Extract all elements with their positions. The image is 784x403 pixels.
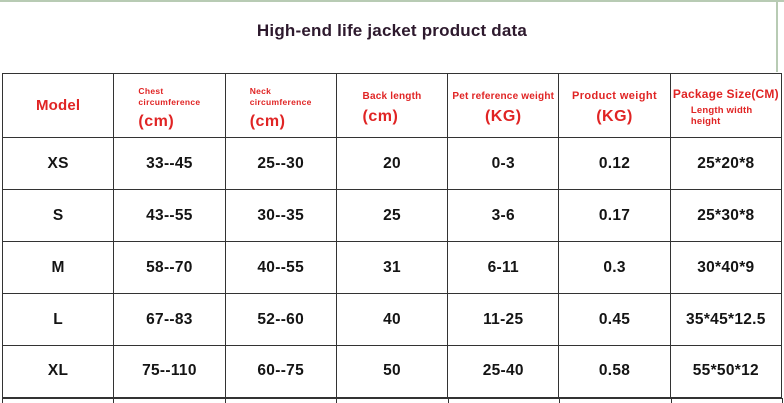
cell-model: M [1, 241, 115, 294]
cell-pet-reference-weight: 0-3 [447, 137, 560, 190]
cell-product-weight: 0.45 [558, 293, 671, 346]
cell-neck-circumference: 25--30 [224, 137, 337, 190]
cell-pet-reference-weight: 3-6 [447, 189, 560, 242]
cell-model: XL [1, 345, 115, 399]
cutoff-cell [337, 398, 449, 403]
column-header-unit: (cm) [362, 107, 399, 125]
column-header-product-weight: Product weight (KG) [558, 73, 671, 138]
cutoff-cell [226, 398, 338, 403]
header-text-block: Package Size(CM) Length width height [673, 87, 779, 130]
cell-neck-circumference: 60--75 [224, 345, 337, 399]
cutoff-cell [449, 398, 561, 403]
cell-package-size: 30*40*9 [669, 241, 783, 294]
table-cutoff-row [2, 398, 783, 403]
cutoff-cell [560, 398, 672, 403]
cell-back-length: 20 [335, 137, 449, 190]
cell-product-weight: 0.58 [558, 345, 671, 399]
column-header-label: Neck [249, 85, 272, 96]
table-body: XS 33--45 25--30 20 0-3 0.12 25*20*8 S 4… [1, 137, 783, 399]
cell-back-length: 25 [335, 189, 449, 242]
header-text-block: Pet reference weight (KG) [452, 91, 554, 126]
cell-pet-reference-weight: 6-11 [447, 241, 560, 294]
product-data-table: Model Chest circumference (cm) Neck circ… [1, 73, 783, 399]
column-header-sublabel: Length width height [690, 104, 753, 128]
column-header-unit: (KG) [484, 107, 522, 125]
column-header-back-length: Back length (cm) [335, 73, 449, 138]
cell-chest-circumference: 75--110 [113, 345, 226, 399]
column-header-label: Product weight [572, 90, 658, 102]
column-header-model: Model [1, 73, 115, 138]
column-header-label: Chest [138, 85, 164, 96]
cell-neck-circumference: 30--35 [224, 189, 337, 242]
column-header-neck-circumference: Neck circumference (cm) [224, 73, 337, 138]
cell-package-size: 55*50*12 [669, 345, 783, 399]
header-text-block: Neck circumference (cm) [250, 86, 312, 131]
column-header-chest-circumference: Chest circumference (cm) [113, 73, 226, 138]
column-header-unit: (KG) [596, 108, 633, 125]
column-header-pet-reference-weight: Pet reference weight (KG) [447, 73, 560, 138]
column-header-label: circumference [138, 96, 201, 107]
cell-package-size: 25*20*8 [669, 137, 783, 190]
column-header-package-size: Package Size(CM) Length width height [669, 73, 783, 138]
table-row: S 43--55 30--35 25 3-6 0.17 25*30*8 [1, 189, 783, 242]
header-text-block: Product weight (KG) [572, 90, 657, 126]
cell-back-length: 31 [335, 241, 449, 294]
cell-model: XS [1, 137, 115, 190]
top-edge-accent [0, 0, 784, 2]
header-text-block: Back length (cm) [363, 91, 422, 126]
cell-back-length: 40 [335, 293, 449, 346]
cell-product-weight: 0.3 [558, 241, 671, 294]
cell-product-weight: 0.12 [558, 137, 671, 190]
cell-neck-circumference: 52--60 [224, 293, 337, 346]
column-header-label: circumference [249, 96, 312, 107]
table-row: M 58--70 40--55 31 6-11 0.3 30*40*9 [1, 241, 783, 294]
cell-chest-circumference: 43--55 [113, 189, 226, 242]
cell-chest-circumference: 58--70 [113, 241, 226, 294]
cutoff-cell [672, 398, 783, 403]
cell-chest-circumference: 67--83 [113, 293, 226, 346]
cell-pet-reference-weight: 25-40 [447, 345, 560, 399]
cell-package-size: 35*45*12.5 [669, 293, 783, 346]
column-header-unit: (cm) [249, 112, 286, 130]
header-text-block: Chest circumference (cm) [138, 86, 200, 131]
cutoff-cell [114, 398, 226, 403]
cutoff-cell [3, 398, 115, 403]
cell-model: L [1, 293, 115, 346]
table-header-row: Model Chest circumference (cm) Neck circ… [1, 73, 783, 138]
cell-chest-circumference: 33--45 [113, 137, 226, 190]
table-row: XL 75--110 60--75 50 25-40 0.58 55*50*12 [1, 345, 783, 399]
cell-pet-reference-weight: 11-25 [447, 293, 560, 346]
right-edge-accent [776, 0, 778, 72]
cell-model: S [1, 189, 115, 242]
table-row: XS 33--45 25--30 20 0-3 0.12 25*20*8 [1, 137, 783, 190]
cell-package-size: 25*30*8 [669, 189, 783, 242]
column-header-unit: (cm) [138, 112, 175, 130]
column-header-label: Back length [362, 90, 422, 102]
page-title: High-end life jacket product data [256, 21, 528, 40]
cell-neck-circumference: 40--55 [224, 241, 337, 294]
column-header-label: Package Size(CM) [672, 86, 779, 101]
cell-product-weight: 0.17 [558, 189, 671, 242]
column-header-label: Model [35, 96, 81, 114]
table-header: Model Chest circumference (cm) Neck circ… [1, 73, 783, 138]
column-header-label: Pet reference weight [452, 90, 555, 102]
table-row: L 67--83 52--60 40 11-25 0.45 35*45*12.5 [1, 293, 783, 346]
cell-back-length: 50 [335, 345, 449, 399]
